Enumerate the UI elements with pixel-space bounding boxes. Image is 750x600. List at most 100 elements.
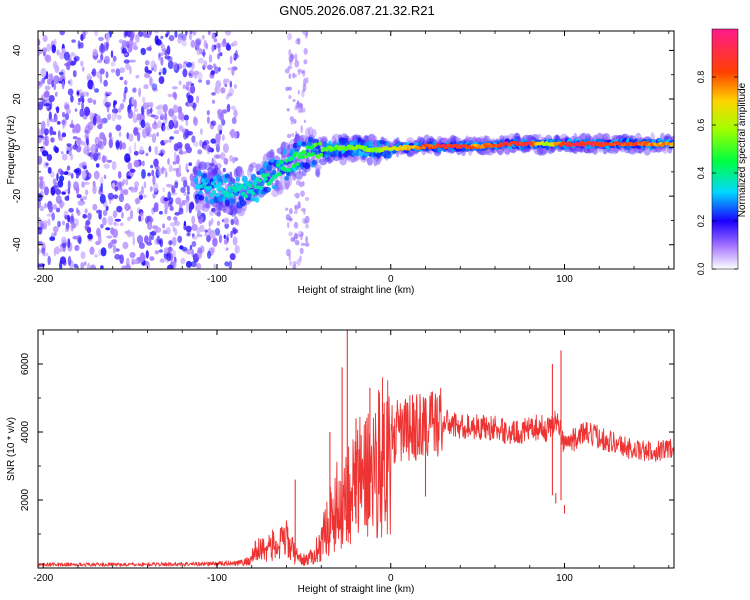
noise-blob [174, 181, 179, 189]
noise-blob [205, 43, 209, 49]
noise-blob [157, 104, 164, 110]
ridge-body [338, 151, 343, 159]
noise-blob [159, 258, 165, 263]
noise-blob [288, 231, 293, 237]
noise-blob [143, 84, 149, 90]
noise-blob [57, 121, 61, 125]
spectrogram-plot-area [38, 31, 674, 269]
noise-blob [134, 197, 141, 205]
noise-blob [207, 64, 213, 71]
noise-blob [96, 120, 100, 125]
y-tick-label: 20 [12, 93, 23, 105]
noise-blob [300, 125, 303, 134]
noise-blob [289, 208, 293, 215]
ridge-core [209, 193, 214, 198]
noise-blob [125, 178, 129, 186]
noise-blob [153, 202, 159, 210]
ridge-body [198, 195, 205, 201]
noise-blob [61, 153, 68, 161]
noise-blob [56, 106, 60, 114]
noise-blob [162, 195, 166, 205]
noise-blob [225, 247, 229, 251]
noise-blob [287, 65, 293, 70]
noise-blob [76, 91, 80, 96]
noise-blob [109, 239, 114, 248]
noise-blob [160, 113, 165, 120]
noise-blob [231, 117, 237, 125]
noise-blob [71, 39, 76, 43]
noise-blob [45, 54, 52, 63]
noise-blob [191, 249, 194, 258]
noise-blob [75, 139, 82, 146]
noise-blob [163, 139, 169, 144]
noise-blob [107, 192, 114, 200]
noise-blob [83, 106, 90, 117]
noise-blob [174, 220, 181, 227]
ridge-body [267, 187, 272, 192]
noise-blob [211, 99, 216, 104]
noise-blob [138, 191, 143, 196]
colorbar: 0.0 0.2 0.4 0.6 0.8 Normalized spectral ampl… [696, 28, 748, 275]
noise-blob [192, 103, 196, 111]
noise-blob [52, 203, 58, 210]
noise-blob [144, 72, 151, 79]
noise-blob [174, 211, 181, 216]
noise-blob [178, 207, 184, 215]
noise-blob [229, 55, 233, 65]
noise-blob [66, 195, 70, 201]
noise-blob [70, 172, 74, 179]
noise-blob [99, 68, 105, 75]
noise-blob [103, 163, 110, 169]
ridge-body [229, 181, 233, 185]
noise-blob [158, 71, 162, 76]
noise-blob [143, 181, 147, 189]
ridge-core [259, 186, 264, 190]
noise-blob [157, 167, 163, 177]
noise-blob [300, 233, 303, 241]
noise-blob [117, 171, 122, 179]
noise-blob [203, 60, 208, 68]
noise-blob [196, 95, 200, 104]
noise-blob [91, 71, 95, 75]
noise-blob [297, 107, 301, 113]
noise-blob [135, 74, 140, 79]
noise-blob [232, 253, 236, 260]
noise-blob [299, 247, 304, 254]
noise-blob [138, 242, 145, 249]
noise-blob [53, 83, 57, 91]
noise-blob [154, 145, 159, 156]
noise-blob [58, 71, 64, 76]
noise-blob [169, 206, 174, 211]
snr-y-label: SNR (10 * v/v) [6, 417, 17, 481]
noise-blob [213, 66, 219, 74]
ridge-body [224, 199, 231, 207]
ridge-body [308, 136, 314, 143]
colorbar-tick-label: 0.2 [696, 215, 706, 228]
noise-blob [229, 80, 233, 88]
noise-blob [297, 89, 300, 95]
noise-blob [124, 86, 128, 94]
noise-blob [302, 180, 305, 187]
noise-blob [38, 263, 43, 268]
noise-blob [47, 166, 52, 174]
ridge-halo [266, 150, 274, 158]
noise-blob [48, 95, 55, 103]
noise-blob [171, 236, 177, 247]
noise-blob [196, 263, 202, 269]
noise-blob [193, 117, 199, 126]
ridge-body [385, 141, 390, 146]
noise-blob [78, 236, 82, 245]
ridge-body [258, 167, 266, 176]
noise-blob [163, 197, 169, 202]
noise-blob [230, 218, 235, 226]
noise-blob [65, 108, 71, 115]
noise-blob [158, 249, 163, 253]
noise-blob [102, 217, 107, 226]
noise-blob [233, 109, 238, 118]
noise-blob [105, 32, 110, 43]
ridge-core [217, 181, 222, 186]
noise-blob [114, 186, 119, 192]
noise-blob [185, 225, 192, 233]
ridge-core [253, 185, 258, 190]
